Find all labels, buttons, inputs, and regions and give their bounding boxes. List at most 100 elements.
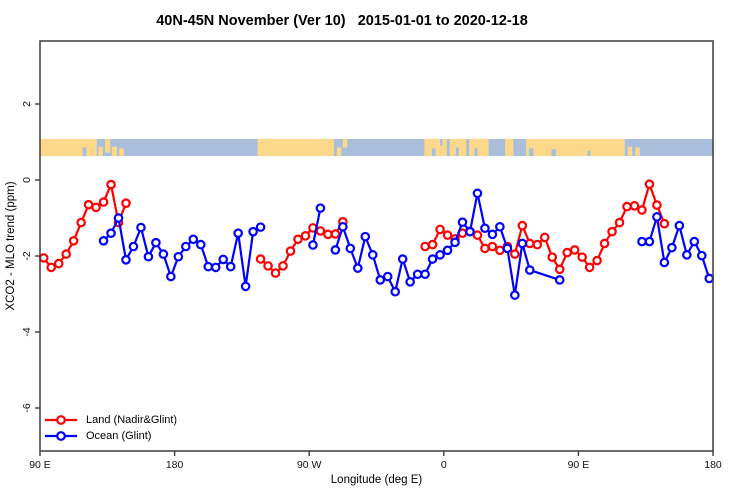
- y-tick-label: 0: [21, 177, 33, 183]
- land-series-point: [659, 218, 670, 229]
- land-series-point: [562, 247, 572, 258]
- land-series-point: [98, 197, 109, 207]
- map-strip-ocean-notch: [551, 149, 556, 157]
- land-series-point: [420, 241, 430, 252]
- land-series-point: [517, 220, 528, 231]
- ocean-series-point: [412, 269, 423, 280]
- map-strip-land: [526, 138, 625, 157]
- ocean-series-point: [465, 226, 475, 237]
- ocean-series-point: [510, 290, 520, 300]
- ocean-series-point: [308, 240, 318, 250]
- plot-frame: [39, 40, 714, 452]
- ocean-series-point: [517, 238, 528, 249]
- ocean-series-point: [427, 254, 438, 264]
- ocean-series-point: [644, 236, 655, 247]
- land-series-point: [121, 198, 131, 208]
- land-series-point: [255, 254, 266, 264]
- map-strip-land: [98, 146, 103, 157]
- map-strip-land: [505, 138, 514, 157]
- ocean-series-point: [382, 271, 393, 282]
- land-series-point: [614, 217, 625, 228]
- land-series-point: [442, 230, 453, 240]
- land-series-point: [524, 238, 535, 249]
- ocean-series-point: [121, 254, 131, 265]
- ocean-series-point: [166, 271, 176, 282]
- ocean-series-point: [353, 263, 363, 273]
- ocean-series-point: [480, 223, 490, 234]
- ocean-series-point: [450, 237, 460, 248]
- land-series-point: [263, 261, 273, 271]
- map-strip-land: [469, 138, 489, 157]
- y-tick-label: -2: [21, 251, 33, 260]
- x-tick-label: 180: [166, 459, 184, 471]
- ocean-series-point: [128, 241, 139, 252]
- x-axis-title: Longitude (deg E): [330, 474, 423, 486]
- land-series-point: [637, 205, 647, 215]
- x-tick-label: 90 E: [29, 459, 51, 471]
- ocean-series-point: [233, 228, 243, 239]
- land-series-symbol: [45, 415, 77, 425]
- land-series-point: [323, 229, 333, 240]
- land-series-point: [83, 199, 94, 210]
- land-series-point: [76, 217, 86, 228]
- land-series-point: [584, 262, 595, 273]
- ocean-series-point: [98, 236, 109, 246]
- ocean-series-point: [375, 275, 386, 285]
- map-strip-land: [40, 138, 97, 157]
- land-series-point: [315, 226, 326, 236]
- ocean-series-point: [203, 261, 214, 272]
- y-tick-label: -4: [21, 327, 33, 336]
- map-strip-land: [257, 138, 334, 157]
- land-series-point: [330, 229, 341, 239]
- land-series-point: [592, 255, 602, 266]
- land-series-line: [259, 220, 344, 275]
- ocean-series-point: [158, 249, 169, 259]
- ocean-series-point: [218, 254, 229, 265]
- land-series-point: [652, 200, 662, 210]
- legend-item-land: Land (Nadir&Glint): [44, 412, 177, 428]
- ocean-series-line: [640, 215, 711, 280]
- ocean-series-line: [311, 207, 322, 247]
- ocean-series-point: [704, 273, 715, 284]
- land-series-point: [293, 234, 303, 245]
- land-series-point: [480, 243, 490, 254]
- land-series-point: [569, 245, 580, 255]
- ocean-series-point: [240, 281, 251, 292]
- ocean-series-point: [457, 217, 468, 227]
- ocean-series-point: [524, 265, 535, 275]
- ocean-series-point: [345, 243, 356, 254]
- map-strip-ocean-notch: [431, 148, 436, 157]
- x-tick-label: 90 W: [297, 459, 322, 471]
- map-strip-land: [336, 147, 342, 157]
- ocean-series-symbol: [45, 431, 77, 441]
- ocean-series-point: [225, 261, 236, 272]
- y-axis-title: XCO2 - MLO trend (ppm): [5, 181, 17, 311]
- land-series-point: [554, 264, 565, 275]
- ocean-series-point: [195, 239, 206, 250]
- ocean-series-point: [390, 286, 400, 297]
- ocean-series-point: [674, 220, 685, 231]
- land-series-point: [106, 179, 116, 190]
- land-series-point: [300, 231, 311, 241]
- legend-label-ocean: Ocean (Glint): [86, 430, 152, 442]
- ocean-series-point: [554, 275, 565, 285]
- legend-item-ocean: Ocean (Glint): [44, 428, 177, 444]
- ocean-series-point: [248, 226, 258, 237]
- ocean-series-point: [472, 188, 483, 199]
- land-series-point: [278, 261, 288, 271]
- ocean-series-point: [420, 269, 430, 280]
- ocean-series-point: [442, 245, 453, 256]
- map-strip-ocean-notch: [529, 148, 534, 157]
- map-strip-land: [424, 138, 447, 157]
- map-strip-land: [111, 146, 118, 157]
- ocean-series-point: [367, 250, 378, 260]
- ocean-series-point: [188, 234, 199, 245]
- y-tick-label: -6: [21, 403, 33, 412]
- land-series-point: [622, 201, 632, 212]
- ocean-series-point: [181, 241, 191, 252]
- ocean-series-point: [637, 236, 647, 247]
- ocean-series-point: [502, 243, 513, 254]
- map-strip-ocean-notch: [440, 138, 443, 146]
- map-strip-land: [627, 146, 633, 157]
